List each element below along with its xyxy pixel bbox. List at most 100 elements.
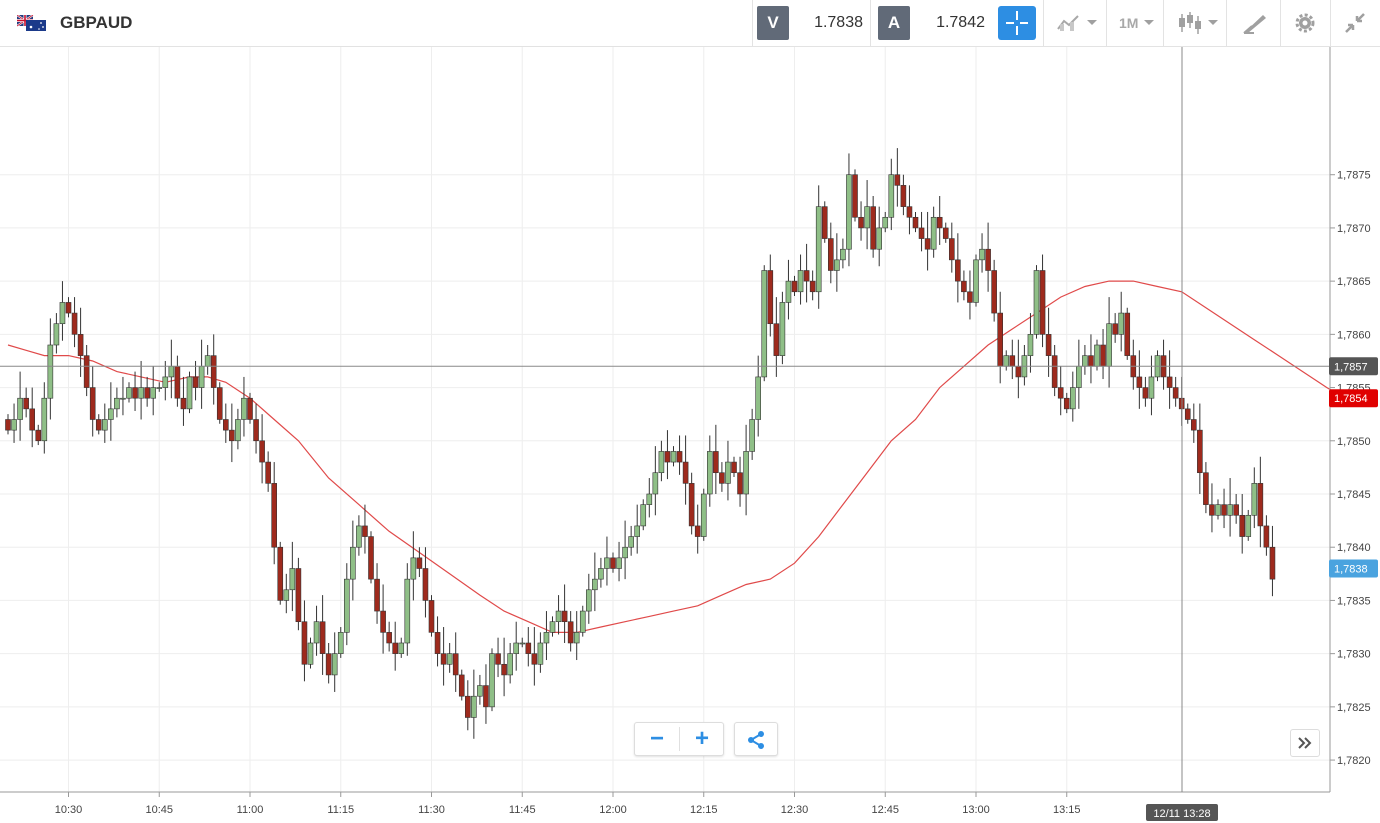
indicators-button[interactable] xyxy=(1052,0,1102,46)
candle-body xyxy=(555,610,562,623)
grid xyxy=(0,47,1330,792)
gb-au-flag-icon xyxy=(17,15,46,31)
candle-body xyxy=(1015,365,1022,378)
drawing-tools-button[interactable] xyxy=(1230,0,1278,46)
candle-body xyxy=(1215,504,1221,516)
candle-body xyxy=(186,376,193,410)
candle-body xyxy=(1063,397,1070,410)
candle-body xyxy=(1118,312,1124,335)
settings-button[interactable] xyxy=(1284,0,1328,46)
candle-body xyxy=(1209,504,1215,516)
candle-body xyxy=(120,397,126,400)
candle-body xyxy=(1239,514,1245,537)
divider xyxy=(870,0,871,46)
candle-body xyxy=(876,227,883,250)
candle-body xyxy=(513,642,520,654)
candle-body xyxy=(362,525,368,537)
candle-body xyxy=(489,653,495,708)
candle-body xyxy=(59,302,66,325)
collapse-arrows-icon xyxy=(1345,13,1365,33)
candle-body xyxy=(295,568,302,623)
candle-body xyxy=(725,461,731,484)
candle-body xyxy=(277,546,284,601)
buy-price[interactable]: 1.7842 xyxy=(936,14,985,31)
candle-body xyxy=(71,312,78,335)
divider xyxy=(1330,0,1331,46)
chart-type-button[interactable] xyxy=(1172,0,1222,46)
candle-body xyxy=(65,302,72,314)
candle-body xyxy=(368,536,374,580)
candle-body xyxy=(108,408,114,420)
candle-body xyxy=(1221,504,1227,516)
candle-body xyxy=(77,334,84,356)
collapse-button[interactable] xyxy=(1334,0,1378,46)
share-icon xyxy=(748,731,764,749)
candle-body xyxy=(604,557,610,569)
ma-price-tag-bg xyxy=(1329,389,1378,408)
candle-body xyxy=(180,397,187,410)
divider xyxy=(1226,0,1227,46)
ma-price-tag: 1,7854 xyxy=(1334,393,1368,405)
candle-body xyxy=(483,685,489,708)
candle-body xyxy=(906,206,913,218)
candle-body xyxy=(1269,546,1276,580)
candle-body xyxy=(1076,365,1082,388)
divider xyxy=(679,727,680,751)
x-tick-label: 11:00 xyxy=(237,804,264,816)
x-tick-label: 13:00 xyxy=(962,804,990,816)
candle-body xyxy=(912,216,919,229)
divider xyxy=(1280,0,1281,46)
candle-body xyxy=(271,483,278,548)
candle-body xyxy=(658,451,665,474)
share-button[interactable] xyxy=(734,722,778,756)
y-tick-label: 1,7855 xyxy=(1337,383,1371,395)
instrument-symbol: GBPAUD xyxy=(60,13,133,32)
candle-body xyxy=(1124,312,1131,356)
candle-body xyxy=(1263,525,1270,548)
candle-body xyxy=(386,632,392,644)
candle-body xyxy=(458,674,465,697)
zoom-out-button[interactable]: − xyxy=(649,725,664,752)
candle-body xyxy=(102,419,108,431)
candle-body xyxy=(628,536,634,548)
candle-body xyxy=(924,238,931,250)
candles xyxy=(5,148,1276,739)
zoom-in-button[interactable]: + xyxy=(694,725,709,752)
candle-body xyxy=(150,387,156,399)
candle-body xyxy=(1082,355,1088,367)
candle-body xyxy=(1039,270,1046,335)
candle-body xyxy=(900,185,907,207)
scroll-to-latest-button[interactable] xyxy=(1290,729,1320,757)
moving-average xyxy=(7,280,1346,633)
candle-body xyxy=(404,578,411,644)
sell-price[interactable]: 1.7838 xyxy=(814,14,863,31)
candle-body xyxy=(289,568,296,591)
indicators-icon xyxy=(1057,15,1079,31)
candle-body xyxy=(5,419,11,431)
candle-body xyxy=(961,280,967,293)
x-tick-label: 13:15 xyxy=(1053,804,1081,816)
candle-body xyxy=(573,632,580,644)
candle-body xyxy=(1148,376,1155,399)
candle-body xyxy=(967,291,973,303)
candle-body xyxy=(223,419,229,431)
candle-body xyxy=(815,206,822,293)
candle-body xyxy=(737,472,743,495)
candle-body xyxy=(579,610,586,633)
candle-body xyxy=(1057,387,1064,399)
timeframe-button[interactable]: 1M xyxy=(1110,0,1160,46)
buy-button[interactable]: A xyxy=(878,6,910,40)
candle-body xyxy=(114,397,120,410)
sell-button[interactable]: V xyxy=(757,6,789,40)
chevron-down-icon xyxy=(1144,20,1154,25)
crosshair-button[interactable] xyxy=(998,6,1036,40)
candle-body xyxy=(471,695,477,718)
candle-body xyxy=(634,525,641,537)
candle-body xyxy=(1142,387,1149,399)
candle-body xyxy=(767,270,774,325)
chevron-down-icon xyxy=(1087,20,1097,25)
y-tick-label: 1,7865 xyxy=(1337,276,1371,288)
x-tick-label: 11:15 xyxy=(327,804,354,816)
candle-body xyxy=(241,397,247,420)
